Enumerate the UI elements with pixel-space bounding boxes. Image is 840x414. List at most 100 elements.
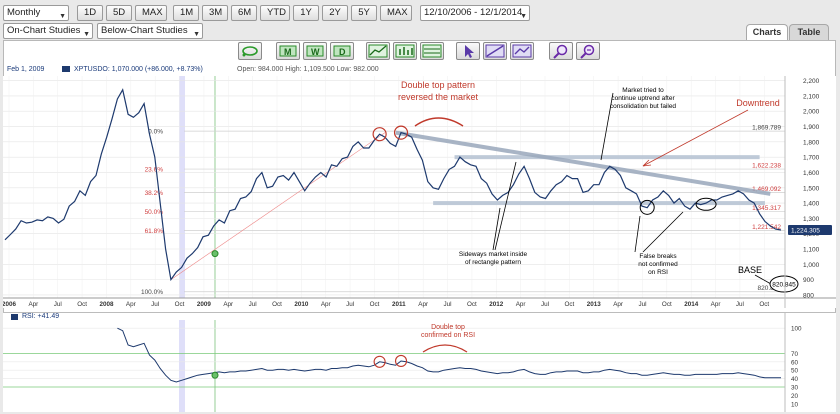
- fib-level-value: 1,869.789: [752, 125, 781, 132]
- camera-icon[interactable]: [510, 42, 534, 60]
- x-tick-label: Apr: [223, 301, 233, 308]
- rsi-y-tick-label: 30: [791, 385, 799, 392]
- x-tick-label: Apr: [418, 301, 428, 308]
- rsi-double-top-circle-2: [394, 354, 408, 368]
- fib-level-value: 820.845: [758, 285, 782, 292]
- false-break-arrow-1: [634, 215, 641, 253]
- sideways-arrow-1: [492, 207, 501, 251]
- toolbar-row-2: On-Chart Studies ▼ Below-Chart Studies ▼: [0, 21, 203, 41]
- range-button-5d[interactable]: 5D: [106, 5, 132, 21]
- chevron-down-icon: ▼: [193, 31, 200, 38]
- d-bar-icon[interactable]: D: [330, 42, 354, 60]
- tab-table[interactable]: Table: [789, 24, 829, 40]
- range-button-2y[interactable]: 2Y: [322, 5, 348, 21]
- header-symbol: XPTUSDO: 1,070.000 (+86.000, +8.73%): [74, 66, 203, 73]
- x-tick-label: Apr: [516, 301, 526, 308]
- annotation-double-top-1: Double top pattern: [401, 80, 475, 90]
- date-range-value: 12/10/2006 - 12/1/2014: [424, 7, 523, 18]
- period-select[interactable]: Monthly ▼: [3, 5, 69, 21]
- x-tick-label: Oct: [467, 301, 477, 308]
- y-tick-label: 1,000: [803, 262, 820, 269]
- bar-grid-icon[interactable]: [393, 42, 417, 60]
- m-bar-icon[interactable]: M: [276, 42, 300, 60]
- x-tick-label: Jul: [638, 301, 646, 308]
- fib-level-percent: 61.8%: [145, 228, 164, 235]
- rsi-y-tick-label: 40: [791, 376, 799, 383]
- y-tick-label: 1,400: [803, 201, 820, 208]
- x-tick-label: Oct: [77, 301, 87, 308]
- downtrend-arrow: [642, 109, 749, 167]
- rsi-y-tick-label: 100: [791, 326, 802, 333]
- range-button-max[interactable]: MAX: [380, 5, 412, 21]
- x-tick-label: Oct: [759, 301, 769, 308]
- y-tick-label: 1,900: [803, 124, 820, 131]
- rsi-annotation-double-top-1: Double top: [431, 324, 465, 331]
- zoom-out-icon[interactable]: [576, 42, 600, 60]
- range-button-3m[interactable]: 3M: [202, 5, 228, 21]
- rsi-y-tick-label: 10: [791, 401, 799, 408]
- annotation-false-breaks: False breaks: [639, 253, 677, 260]
- x-tick-label: Jul: [444, 301, 452, 308]
- fib-level-percent: 50.0%: [145, 209, 164, 216]
- range-button-1m[interactable]: 1M: [173, 5, 199, 21]
- tab-charts[interactable]: Charts: [746, 24, 788, 40]
- x-tick-label: Jul: [346, 301, 354, 308]
- range-button-6m[interactable]: 6M: [231, 5, 257, 21]
- x-tick-label: 2010: [294, 301, 309, 308]
- range-button-5y[interactable]: 5Y: [351, 5, 377, 21]
- x-tick-label: 2009: [197, 301, 212, 308]
- fib-level-value: 1,622.238: [752, 163, 781, 170]
- y-tick-label: 1,800: [803, 139, 820, 146]
- base-value-label: 820.845: [772, 282, 796, 289]
- fib-level-value: 1,469.092: [752, 186, 781, 193]
- sideways-arrow-2: [494, 161, 517, 251]
- w-bar-icon[interactable]: W: [303, 42, 327, 60]
- oval-icon[interactable]: [238, 42, 262, 60]
- zoom-in-icon[interactable]: [549, 42, 573, 60]
- annotation-market-tried: Market tried to: [622, 87, 664, 94]
- x-tick-label: Apr: [613, 301, 623, 308]
- y-tick-label: 800: [803, 292, 814, 299]
- rsi-selected-point-marker: [211, 371, 219, 379]
- rsi-selection-band: [179, 320, 185, 412]
- y-tick-label: 2,000: [803, 109, 820, 116]
- x-tick-label: 2011: [392, 301, 406, 308]
- line-grid-icon[interactable]: [420, 42, 444, 60]
- pointer-icon[interactable]: [456, 42, 480, 60]
- y-tick-label: 1,100: [803, 247, 820, 254]
- annotation-base: BASE: [738, 265, 762, 275]
- date-range-select[interactable]: 12/10/2006 - 12/1/2014 ▼: [420, 5, 530, 21]
- fib-level-value: 1,221.542: [752, 224, 781, 231]
- x-tick-label: 2006: [3, 301, 16, 308]
- selected-point-marker: [211, 250, 219, 258]
- double-top-arc: [414, 117, 464, 127]
- svg-text:M: M: [284, 47, 292, 57]
- annotation-double-top-2: reversed the market: [398, 92, 479, 102]
- y-tick-label: 900: [803, 277, 814, 284]
- last-value-tag: [788, 225, 832, 236]
- range-button-max-intraday[interactable]: MAX: [135, 5, 167, 21]
- fib-level-percent: 0.0%: [148, 129, 163, 136]
- false-break-circle-1: [639, 199, 655, 215]
- annotation-false-breaks: on RSI: [648, 269, 668, 276]
- downtrend-line: [395, 130, 771, 196]
- range-button-1y[interactable]: 1Y: [293, 5, 319, 21]
- toolbar-row-1: Monthly ▼ 1D 5D MAX 1M 3M 6M YTD 1Y 2Y 5Y…: [0, 3, 530, 23]
- x-tick-label: Jul: [249, 301, 257, 308]
- fib-level-percent: 23.6%: [145, 167, 164, 174]
- rsi-series-line: [117, 327, 781, 383]
- grid-chart-icon[interactable]: [366, 42, 390, 60]
- x-tick-label: 2013: [587, 301, 602, 308]
- fib-level-percent: 100.0%: [141, 289, 163, 296]
- rsi-annotation-double-top-2: confirmed on RSI: [421, 332, 475, 339]
- fib-level-percent: 38.2%: [145, 190, 164, 197]
- range-button-ytd[interactable]: YTD: [260, 5, 290, 21]
- header-ohlc: Open: 984.000 High: 1,109.500 Low: 982.0…: [237, 66, 379, 73]
- trendline-icon[interactable]: [483, 42, 507, 60]
- annotation-downtrend: Downtrend: [736, 98, 780, 108]
- on-chart-studies-select[interactable]: On-Chart Studies ▼: [3, 23, 93, 39]
- range-button-1d[interactable]: 1D: [77, 5, 103, 21]
- below-chart-studies-select[interactable]: Below-Chart Studies ▼: [97, 23, 203, 39]
- rsi-y-tick-label: 60: [791, 359, 799, 366]
